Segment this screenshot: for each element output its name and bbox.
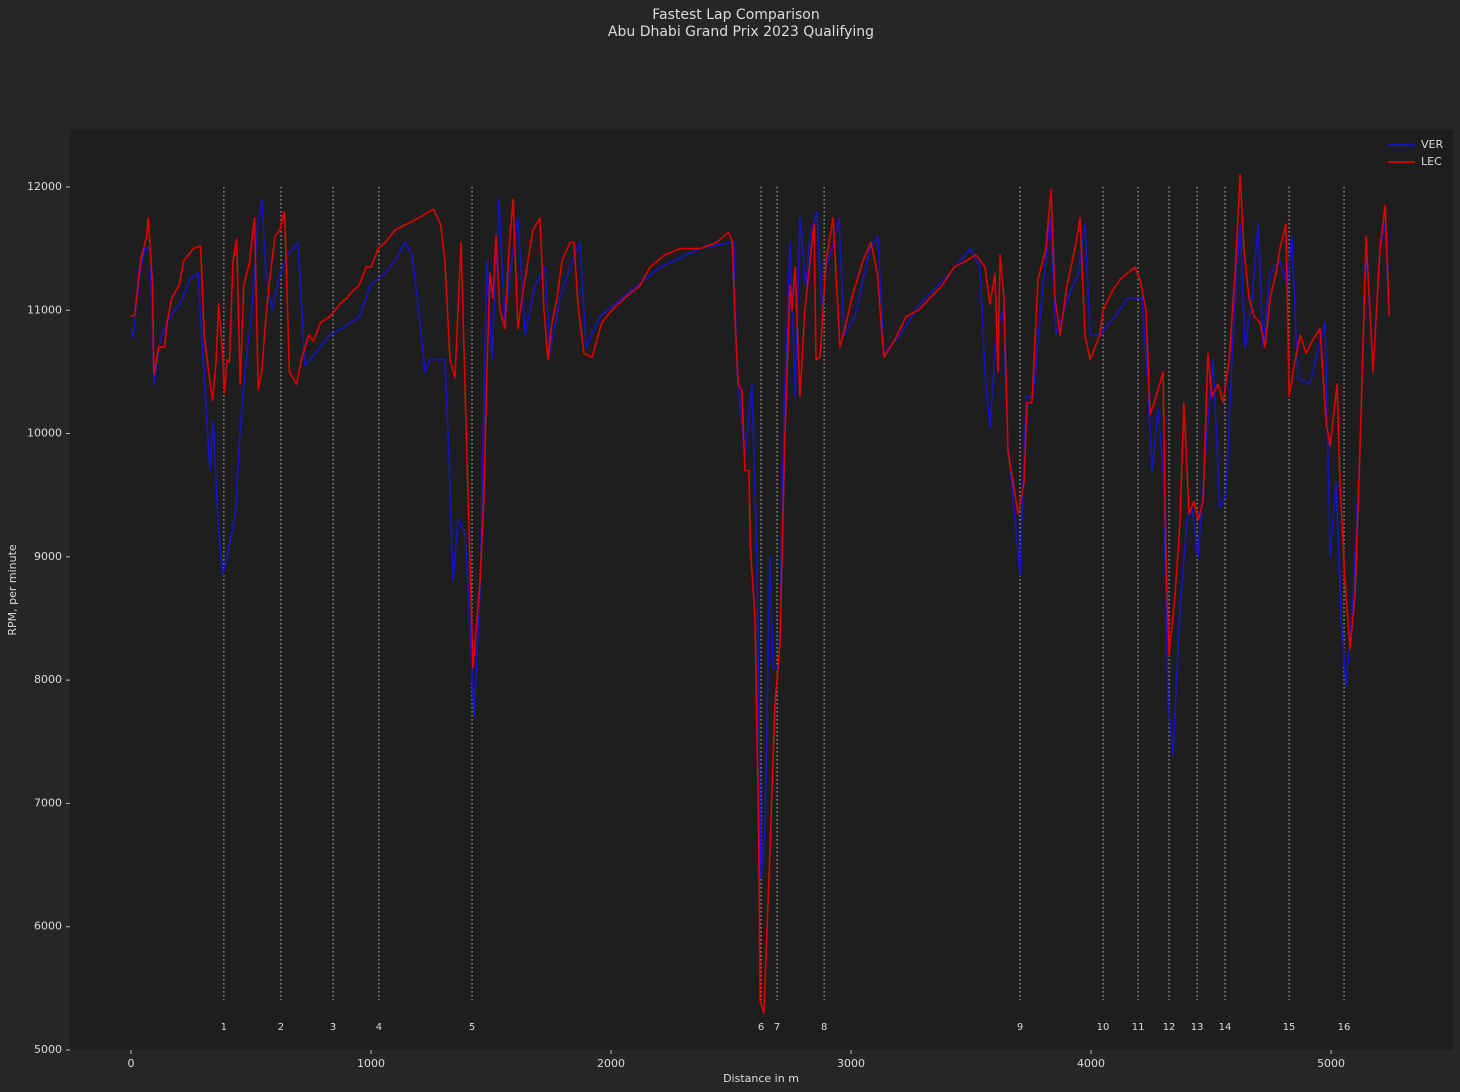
corner-label: 4 (376, 1022, 382, 1033)
series-line (130, 198, 1390, 879)
corner-label: 9 (1017, 1022, 1023, 1033)
x-tick-label: 3000 (837, 1057, 865, 1070)
y-tick-label: 5000 (34, 1043, 62, 1056)
y-tick-label: 11000 (27, 303, 62, 316)
x-axis-label: Distance in m (723, 1072, 799, 1085)
corner-label: 8 (821, 1022, 827, 1033)
x-tick-label: 1000 (357, 1057, 385, 1070)
chart-title: Fastest Lap Comparison (652, 7, 820, 23)
y-tick-label: 8000 (34, 673, 62, 686)
legend-label: LEC (1421, 155, 1442, 168)
x-tick-label: 4000 (1077, 1057, 1105, 1070)
corner-label: 11 (1132, 1022, 1145, 1033)
corner-label: 14 (1219, 1022, 1232, 1033)
series-line (130, 173, 1390, 1014)
corner-label: 7 (774, 1022, 780, 1033)
corner-label: 12 (1163, 1022, 1176, 1033)
corner-label: 2 (278, 1022, 284, 1033)
y-tick-label: 12000 (27, 180, 62, 193)
corner-label: 1 (221, 1022, 227, 1033)
x-tick-label: 5000 (1317, 1057, 1345, 1070)
corner-label: 16 (1338, 1022, 1351, 1033)
y-tick-label: 7000 (34, 796, 62, 809)
corner-label: 3 (330, 1022, 336, 1033)
corner-label: 5 (469, 1022, 475, 1033)
corner-label: 15 (1283, 1022, 1296, 1033)
y-tick-label: 10000 (27, 427, 62, 440)
corner-label: 13 (1191, 1022, 1204, 1033)
x-tick-label: 0 (127, 1057, 134, 1070)
y-tick-label: 6000 (34, 920, 62, 933)
y-axis-label: RPM, per minute (6, 544, 19, 636)
legend-label: VER (1421, 138, 1443, 151)
y-tick-label: 9000 (34, 550, 62, 563)
corner-label: 6 (758, 1022, 764, 1033)
x-tick-label: 2000 (597, 1057, 625, 1070)
corner-label: 10 (1097, 1022, 1110, 1033)
chart-subtitle: Abu Dhabi Grand Prix 2023 Qualifying (608, 24, 874, 40)
